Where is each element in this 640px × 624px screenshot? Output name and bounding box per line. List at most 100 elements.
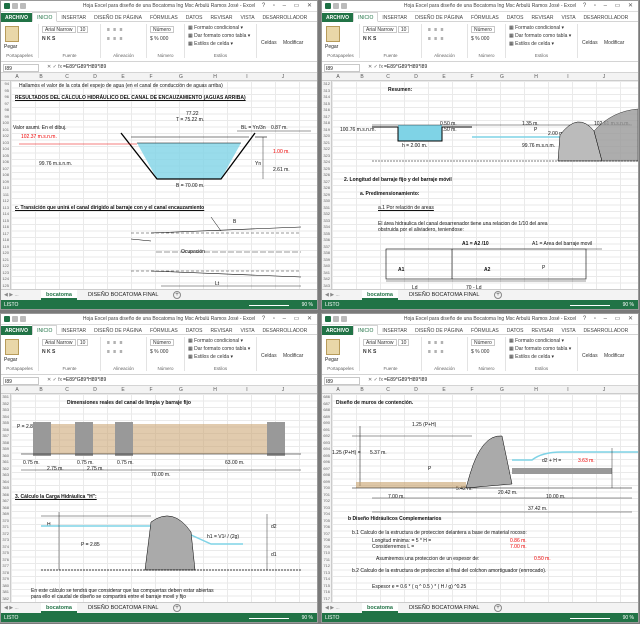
row-header[interactable]: 363 <box>2 472 9 477</box>
format-table-button[interactable]: ▦ Dar formato como tabla ▾ <box>188 33 251 39</box>
row-header[interactable]: 715 <box>323 582 330 588</box>
align-icons[interactable]: ≡ ≡ ≡ <box>428 27 445 33</box>
row-header[interactable]: 380 <box>2 582 9 588</box>
row-header[interactable]: 332 <box>323 211 330 216</box>
column-header[interactable]: F <box>149 74 153 80</box>
column-header[interactable]: C <box>65 387 69 393</box>
cell-styles-button[interactable]: ▦ Estilos de celda ▾ <box>509 354 555 360</box>
column-header[interactable]: A <box>15 387 19 393</box>
column-header[interactable]: A <box>336 74 340 80</box>
name-box[interactable]: I89 <box>324 64 360 72</box>
font-size-select[interactable]: 10 <box>397 26 410 33</box>
format-table-button[interactable]: ▦ Dar formato como tabla ▾ <box>509 346 572 352</box>
sheet-nav-arrows[interactable]: ◀ ▶ ... <box>4 605 19 611</box>
add-sheet-icon[interactable]: + <box>173 604 181 612</box>
row-header[interactable]: 696 <box>323 459 330 464</box>
column-header[interactable]: B <box>39 74 43 80</box>
row-header[interactable]: 125 <box>2 282 9 288</box>
row-header[interactable]: 108 <box>2 172 9 177</box>
zoom-level[interactable]: 90 % <box>622 302 634 308</box>
sheet-tab-diseno[interactable]: DISEÑO BOCATOMA FINAL <box>409 292 480 298</box>
row-header[interactable]: 312 <box>323 81 330 86</box>
row-header[interactable]: 323 <box>323 152 330 158</box>
row-header[interactable]: 365 <box>2 485 9 490</box>
row-header[interactable]: 714 <box>323 576 330 581</box>
row-header[interactable]: 342 <box>323 276 330 281</box>
row-header[interactable]: 689 <box>323 413 330 419</box>
quick-access-toolbar[interactable] <box>325 316 363 322</box>
ribbon-tab[interactable]: DATOS <box>506 328 524 334</box>
row-header[interactable]: 356 <box>2 426 9 432</box>
column-header[interactable]: E <box>121 74 125 80</box>
ribbon-tab[interactable]: FÓRMULAS <box>149 328 178 334</box>
sheet-nav-arrows[interactable]: ◀ ▶ ... <box>325 605 340 611</box>
column-header[interactable]: C <box>65 74 69 80</box>
row-header[interactable]: 117 <box>2 230 9 236</box>
row-header[interactable]: 703 <box>323 504 330 510</box>
column-header[interactable]: H <box>534 74 538 80</box>
align-icons-2[interactable]: ≡ ≡ ≡ <box>428 349 445 355</box>
row-header[interactable]: 98 <box>4 107 9 112</box>
row-header[interactable]: 322 <box>323 146 330 151</box>
sheet-tab-bocatoma[interactable]: bocatoma <box>362 603 398 613</box>
row-header[interactable]: 318 <box>323 120 330 125</box>
row-header[interactable]: 371 <box>2 524 9 529</box>
row-header[interactable]: 122 <box>2 263 9 268</box>
ribbon-tab[interactable]: ARCHIVO <box>322 326 354 336</box>
ribbon-tab[interactable]: VISTA <box>561 328 576 334</box>
paste-button[interactable]: Pegar <box>4 357 18 363</box>
row-header[interactable]: 710 <box>323 550 330 555</box>
excel-window[interactable]: Hoja Excel para diseño de una Bocatoma I… <box>321 313 639 623</box>
row-header[interactable]: 376 <box>2 556 9 562</box>
ribbon-tab[interactable]: INICIO <box>353 325 379 335</box>
row-header[interactable]: 107 <box>2 165 9 171</box>
sheet-tab-bocatoma[interactable]: bocatoma <box>362 290 398 300</box>
row-header[interactable]: 338 <box>323 250 330 255</box>
column-header[interactable]: B <box>360 387 364 393</box>
row-header[interactable]: 326 <box>323 172 330 177</box>
add-sheet-icon[interactable]: + <box>173 291 181 299</box>
row-header[interactable]: 115 <box>2 217 9 223</box>
row-header[interactable]: 687 <box>323 400 330 406</box>
undo-icon[interactable] <box>20 3 26 9</box>
save-icon[interactable] <box>333 316 339 322</box>
row-header[interactable]: 352 <box>2 400 9 406</box>
ribbon-tab[interactable]: VISTA <box>561 15 576 21</box>
column-header[interactable]: J <box>281 74 285 80</box>
worksheet-area[interactable]: Resumen:102.61 m.s.n.m.100.76 m.s.n.m.0.… <box>332 81 638 289</box>
ribbon-tab[interactable]: DATOS <box>506 15 524 21</box>
formula-input[interactable]: =E89*G89*H89*I89 <box>384 377 428 383</box>
ribbon-tab[interactable]: REVISAR <box>531 15 554 21</box>
ribbon-tab[interactable]: DESARROLLADOR <box>262 15 308 21</box>
ribbon-tab[interactable]: INSERTAR <box>61 328 87 334</box>
row-header[interactable]: 359 <box>2 446 9 451</box>
row-header[interactable]: 105 <box>2 152 9 158</box>
zoom-level[interactable]: 90 % <box>301 302 313 308</box>
paste-icon[interactable] <box>326 26 340 42</box>
column-header[interactable]: H <box>213 387 217 393</box>
ribbon-tab[interactable]: VISTA <box>240 15 255 21</box>
row-header[interactable]: 341 <box>323 269 330 275</box>
column-header[interactable]: A <box>336 387 340 393</box>
row-header[interactable]: 368 <box>2 504 9 510</box>
format-table-button[interactable]: ▦ Dar formato como tabla ▾ <box>188 346 251 352</box>
modify-button[interactable]: Modificar <box>604 353 625 359</box>
row-header[interactable]: 355 <box>2 420 9 425</box>
row-header[interactable]: 339 <box>323 256 330 262</box>
row-header[interactable]: 95 <box>4 87 9 93</box>
paste-button[interactable]: Pegar <box>325 357 339 363</box>
row-header[interactable]: 711 <box>323 556 330 562</box>
name-box[interactable]: I89 <box>324 377 360 385</box>
formula-input[interactable]: =E89*G89*H89*I89 <box>63 377 107 383</box>
cell-styles-button[interactable]: ▦ Estilos de celda ▾ <box>188 354 234 360</box>
row-header[interactable]: 367 <box>2 498 9 503</box>
undo-icon[interactable] <box>20 316 26 322</box>
row-header[interactable]: 366 <box>2 491 9 497</box>
sheet-tab-diseno[interactable]: DISEÑO BOCATOMA FINAL <box>409 605 480 611</box>
name-box[interactable]: I89 <box>3 64 39 72</box>
row-header[interactable]: 377 <box>2 563 9 568</box>
format-table-button[interactable]: ▦ Dar formato como tabla ▾ <box>509 33 572 39</box>
quick-access-toolbar[interactable] <box>325 3 363 9</box>
paste-icon[interactable] <box>5 26 19 42</box>
excel-window[interactable]: Hoja Excel para diseño de una Bocatoma I… <box>0 0 318 310</box>
